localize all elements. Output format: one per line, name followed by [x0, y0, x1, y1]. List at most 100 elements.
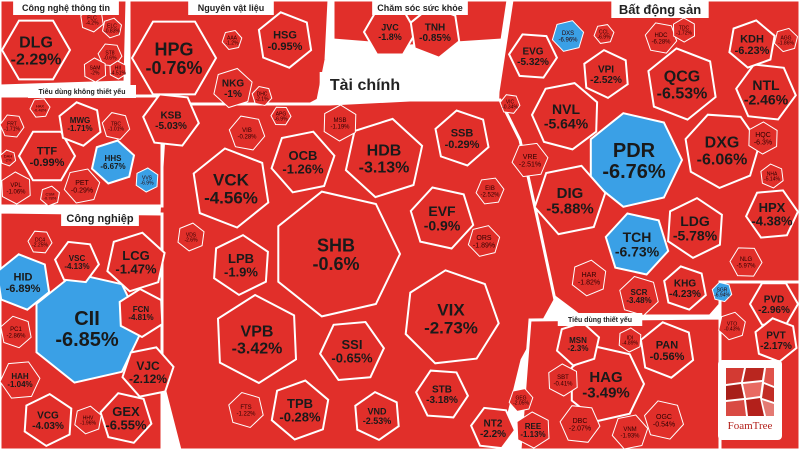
tile[interactable]: PDR-6.76%: [589, 112, 684, 208]
tile[interactable]: DHC-2.1%: [251, 85, 273, 107]
tile[interactable]: PC1-2.86%: [0, 315, 32, 349]
tile-shape[interactable]: [177, 222, 205, 252]
tile[interactable]: VVS-6.9%: [135, 167, 159, 193]
tile-shape[interactable]: [583, 48, 629, 100]
tile[interactable]: SHB-0.6%: [277, 190, 402, 318]
tile-shape[interactable]: [0, 253, 51, 311]
tile-shape[interactable]: [318, 320, 386, 382]
tile[interactable]: EIB-2.52%: [475, 177, 505, 205]
tile-shape[interactable]: [27, 230, 53, 254]
tile-shape[interactable]: [647, 47, 717, 121]
tile[interactable]: CII-6.85%: [35, 272, 145, 384]
tile[interactable]: NKG-1%: [213, 67, 253, 109]
tile-shape[interactable]: [40, 185, 60, 207]
tile[interactable]: CSM-0.78%: [40, 185, 60, 207]
tile-shape[interactable]: [735, 63, 797, 121]
tile[interactable]: MWG-1.71%: [58, 101, 102, 147]
tile[interactable]: GEX-6.55%: [99, 392, 153, 444]
tile[interactable]: JVC-1.8%: [362, 8, 418, 56]
tile-shape[interactable]: [63, 168, 101, 204]
tile-shape[interactable]: [744, 189, 800, 239]
tile[interactable]: VIX-2.73%: [404, 269, 500, 365]
tile-shape[interactable]: [270, 130, 336, 194]
tile[interactable]: ORS-1.89%: [467, 225, 501, 257]
tile-shape[interactable]: [409, 186, 475, 250]
tile-shape[interactable]: [101, 112, 131, 140]
tile-shape[interactable]: [130, 20, 218, 96]
tile[interactable]: EVG-5.32%: [507, 33, 559, 79]
tile-shape[interactable]: [58, 101, 102, 147]
tile[interactable]: SGR-6.94%: [711, 281, 733, 303]
tile-shape[interactable]: [213, 233, 269, 297]
tile-shape[interactable]: [228, 391, 264, 429]
tile[interactable]: KSB-5.03%: [142, 93, 200, 147]
tile-shape[interactable]: [729, 247, 763, 277]
tile[interactable]: HPG-0.76%: [130, 20, 218, 96]
tile[interactable]: FTS-1.22%: [228, 391, 264, 429]
tile-shape[interactable]: [192, 147, 270, 229]
tile-shape[interactable]: [589, 112, 684, 208]
tile-shape[interactable]: [99, 392, 153, 444]
tile[interactable]: DXS-6.96%: [551, 20, 585, 52]
tile[interactable]: OCB-1.26%: [270, 130, 336, 194]
tile[interactable]: VPI-2.52%: [583, 48, 629, 100]
tile-shape[interactable]: [0, 315, 32, 349]
tile-shape[interactable]: [251, 85, 273, 107]
tile[interactable]: DAH-2%: [0, 149, 17, 167]
tile-shape[interactable]: [228, 115, 266, 151]
tile-shape[interactable]: [711, 281, 733, 303]
tile[interactable]: TCH-6.73%: [604, 212, 670, 276]
tile[interactable]: VRE-2.51%: [511, 142, 549, 178]
tile-shape[interactable]: [508, 388, 534, 412]
tile-shape[interactable]: [530, 82, 599, 151]
tile[interactable]: VTO-0.43%: [718, 311, 746, 341]
tile[interactable]: HHS-6.67%: [90, 139, 136, 185]
tile-shape[interactable]: [409, 5, 461, 59]
tile-shape[interactable]: [643, 400, 685, 440]
tile-shape[interactable]: [121, 346, 175, 398]
tile-shape[interactable]: [323, 104, 357, 142]
tile[interactable]: KHG-4.23%: [663, 265, 707, 311]
tile[interactable]: DLG-2.29%: [0, 19, 72, 81]
tile[interactable]: HSG-0.95%: [257, 11, 313, 69]
tile[interactable]: NT2-2.2%: [469, 406, 517, 450]
tile[interactable]: HPX-4.38%: [744, 189, 800, 239]
tile-shape[interactable]: [221, 29, 243, 51]
tile-shape[interactable]: [760, 163, 784, 189]
tile-shape[interactable]: [548, 363, 578, 397]
tile-shape[interactable]: [551, 20, 585, 52]
tile-shape[interactable]: [101, 17, 123, 39]
tile[interactable]: VSC-4.13%: [53, 240, 101, 284]
tile[interactable]: VCK-4.56%: [192, 147, 270, 229]
tile-shape[interactable]: [53, 240, 101, 284]
tile[interactable]: TDC-1.72%: [672, 17, 696, 43]
tile[interactable]: DBC-2.07%: [559, 405, 601, 443]
tile-shape[interactable]: [1, 171, 31, 205]
tile-shape[interactable]: [142, 93, 200, 147]
tile[interactable]: CCL-6.9%: [593, 24, 615, 44]
tile-shape[interactable]: [23, 392, 73, 448]
tile-shape[interactable]: [35, 272, 145, 384]
tile[interactable]: VIC-0.34%: [499, 94, 521, 114]
tile[interactable]: VND-2.53%: [354, 390, 400, 442]
tile[interactable]: ELC-0.83%: [101, 17, 123, 39]
tile[interactable]: HQC-6.3%: [748, 121, 778, 155]
tile[interactable]: PET-0.29%: [63, 168, 101, 204]
tile-shape[interactable]: [748, 121, 778, 155]
tile-shape[interactable]: [644, 22, 678, 54]
tile-shape[interactable]: [106, 231, 166, 293]
tile[interactable]: IDI-4.89%: [618, 327, 642, 353]
tile-shape[interactable]: [0, 19, 72, 81]
tile-shape[interactable]: [216, 293, 298, 385]
tile[interactable]: QCG-6.53%: [647, 47, 717, 121]
tile-shape[interactable]: [571, 259, 607, 297]
tile[interactable]: NHA-5.14%: [760, 163, 784, 189]
tile-shape[interactable]: [109, 60, 127, 80]
tile[interactable]: DC4-2.25%: [27, 230, 53, 254]
tile-shape[interactable]: [511, 142, 549, 178]
tile-shape[interactable]: [672, 17, 696, 43]
tile[interactable]: VDS-2.6%: [177, 222, 205, 252]
tile[interactable]: SAM-2%: [83, 57, 107, 83]
tile[interactable]: REE-1.13%: [516, 411, 550, 449]
tile-shape[interactable]: [277, 190, 402, 318]
